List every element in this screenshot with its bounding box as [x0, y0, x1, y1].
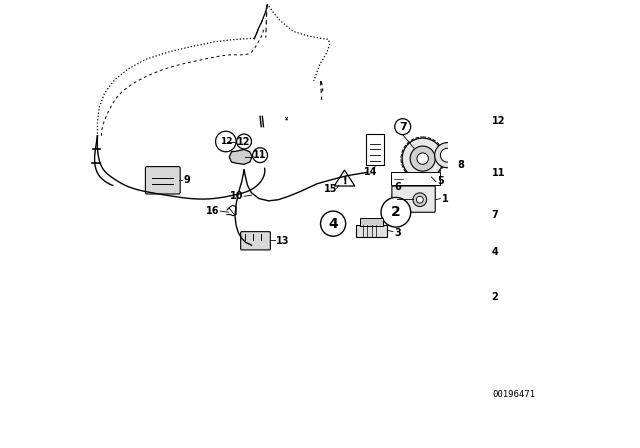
- Circle shape: [413, 193, 427, 207]
- Circle shape: [216, 131, 236, 152]
- Polygon shape: [334, 170, 355, 186]
- Circle shape: [440, 148, 454, 162]
- Text: 13: 13: [276, 236, 289, 246]
- Circle shape: [395, 119, 411, 135]
- Text: !: !: [342, 177, 347, 186]
- Circle shape: [253, 148, 268, 163]
- Bar: [360, 218, 383, 226]
- Circle shape: [417, 153, 428, 164]
- Text: 15: 15: [324, 185, 337, 194]
- Text: 3: 3: [394, 228, 401, 238]
- Text: 10: 10: [230, 191, 243, 201]
- Text: 12: 12: [492, 116, 505, 126]
- Text: 12: 12: [237, 137, 251, 146]
- Text: 2: 2: [391, 205, 401, 219]
- Text: 7: 7: [399, 122, 406, 132]
- Text: 4: 4: [328, 217, 338, 231]
- Circle shape: [381, 198, 411, 227]
- Text: 5: 5: [437, 177, 444, 186]
- Text: 6: 6: [395, 182, 401, 192]
- Circle shape: [321, 211, 346, 236]
- Bar: [491, 358, 537, 386]
- Text: 4: 4: [492, 247, 499, 257]
- Text: 00196471: 00196471: [492, 390, 536, 399]
- Text: 14: 14: [364, 167, 378, 177]
- Circle shape: [410, 146, 435, 171]
- Text: 12: 12: [220, 137, 232, 146]
- Polygon shape: [497, 366, 504, 382]
- Circle shape: [497, 242, 509, 254]
- Text: 9: 9: [184, 175, 190, 185]
- Circle shape: [417, 196, 423, 203]
- Polygon shape: [501, 375, 525, 381]
- Text: 7: 7: [492, 210, 499, 220]
- Text: 1: 1: [442, 194, 448, 203]
- Circle shape: [237, 134, 252, 149]
- Circle shape: [500, 207, 506, 213]
- Text: 11: 11: [492, 168, 505, 178]
- Bar: [391, 172, 440, 185]
- Bar: [356, 225, 387, 237]
- FancyBboxPatch shape: [241, 232, 270, 250]
- Circle shape: [496, 284, 510, 298]
- Bar: [365, 134, 384, 165]
- Circle shape: [402, 138, 444, 179]
- FancyBboxPatch shape: [392, 186, 435, 212]
- Text: 11: 11: [253, 150, 267, 160]
- Polygon shape: [229, 150, 252, 164]
- Circle shape: [435, 142, 460, 168]
- Text: 16: 16: [205, 206, 219, 216]
- Circle shape: [497, 204, 509, 215]
- Text: 2: 2: [492, 292, 499, 302]
- Text: 8: 8: [457, 160, 464, 171]
- FancyBboxPatch shape: [145, 167, 180, 194]
